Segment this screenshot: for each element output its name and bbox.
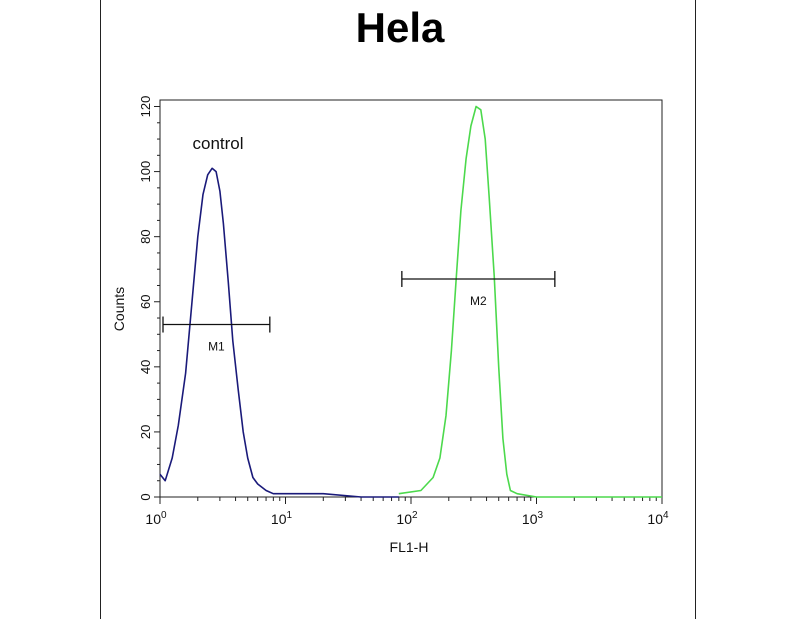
marker-label-m1: M1	[208, 340, 225, 354]
x-axis-label: FL1-H	[390, 539, 429, 555]
y-tick-label: 80	[138, 229, 153, 243]
x-tick-label: 103	[522, 510, 544, 527]
y-tick-label: 0	[138, 493, 153, 500]
series-layer	[159, 105, 662, 498]
figure-frame	[100, 0, 696, 619]
plot-area	[159, 99, 663, 498]
y-tick-label: 60	[138, 295, 153, 309]
x-tick-label: 100	[145, 510, 167, 527]
annotation-layer: control M1 M2	[162, 134, 556, 354]
sample-histogram-line	[398, 105, 662, 498]
marker-label-m2: M2	[470, 294, 487, 308]
y-tick-label: 20	[138, 425, 153, 439]
control-histogram-line	[159, 167, 399, 498]
x-tick-label: 104	[647, 510, 669, 527]
histogram-plot: 0 20 40 60 80 100 120 100 101 102 103 104 control M1…	[111, 96, 669, 555]
control-label: control	[192, 134, 243, 153]
y-tick-label: 120	[138, 96, 153, 118]
x-tick-label: 101	[271, 510, 293, 527]
x-tick-label: 102	[396, 510, 418, 527]
axis-ticks: 0 20 40 60 80 100 120 100 101 102 103 104	[138, 96, 669, 527]
y-tick-label: 100	[138, 161, 153, 183]
y-axis-label: Counts	[111, 287, 127, 331]
chart-title: Hela	[355, 4, 445, 51]
y-tick-label: 40	[138, 360, 153, 374]
